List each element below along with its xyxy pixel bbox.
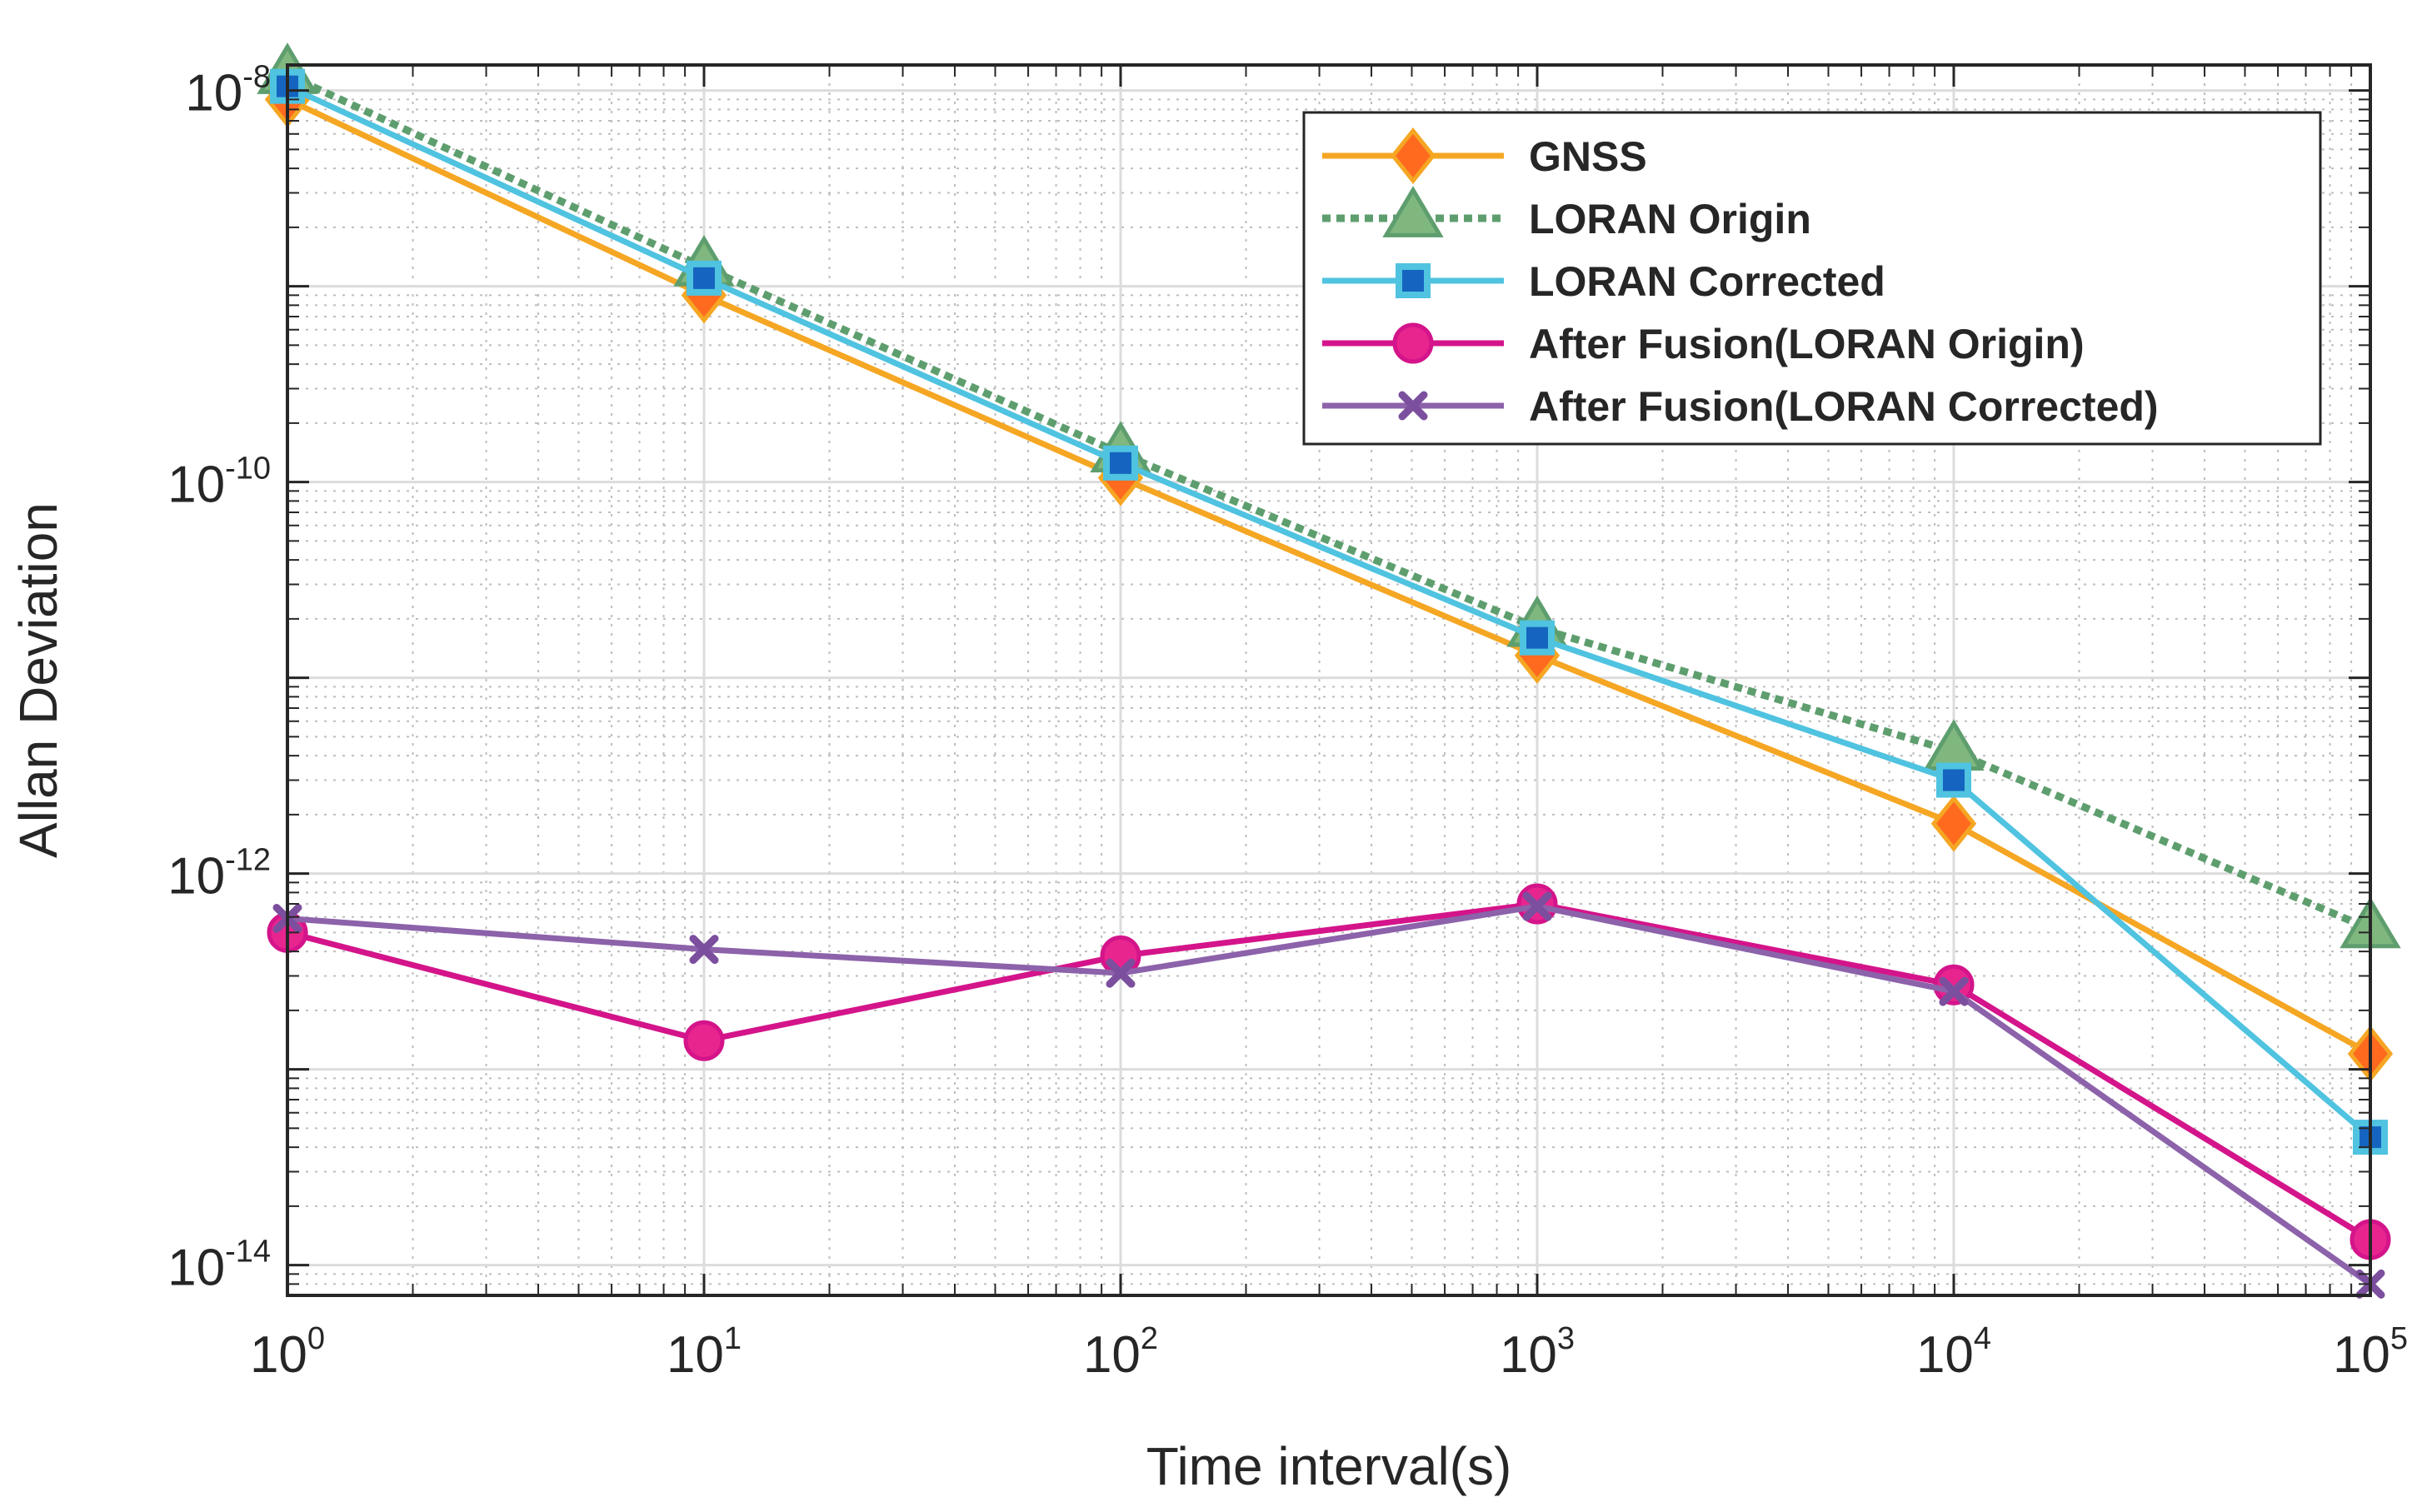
plot-frame	[286, 63, 2372, 1297]
tick-marks	[286, 65, 2372, 1296]
legend-label: GNSS	[1529, 133, 1647, 180]
x-tick-label: 100	[250, 1321, 325, 1384]
legend-entry: After Fusion(LORAN Origin)	[1322, 321, 2085, 367]
data-point	[1939, 976, 1969, 1006]
data-point	[1936, 762, 1971, 798]
series-line	[287, 901, 2372, 1242]
series-line	[286, 97, 2372, 1057]
data-point	[1106, 958, 1136, 988]
legend-entry: After Fusion(LORAN Corrected)	[1322, 383, 2159, 430]
legend-label: After Fusion(LORAN Origin)	[1529, 321, 2085, 367]
y-tick-label: 10-8	[185, 60, 271, 122]
y-tick-label: 10-10	[167, 452, 271, 514]
y-tick-label: 10-12	[167, 843, 271, 906]
legend-marker	[1396, 263, 1431, 298]
legend-label: LORAN Origin	[1529, 196, 1811, 242]
legend-label: After Fusion(LORAN Corrected)	[1529, 383, 2159, 430]
x-tick-label: 103	[1500, 1321, 1575, 1384]
y-axis-label: Allan Deviation	[8, 502, 68, 858]
legend-marker	[1392, 322, 1434, 364]
marker-stroke	[1106, 958, 1136, 988]
x-axis-label: Time interval(s)	[1146, 1436, 1512, 1496]
legend-marker	[1398, 391, 1428, 421]
marker-stroke	[689, 935, 719, 965]
series-after-fusion-loran-corrected	[272, 891, 2385, 1299]
x-tick-label: 101	[667, 1321, 742, 1384]
x-tick-label: 102	[1083, 1321, 1158, 1384]
legend-marker	[1390, 127, 1436, 185]
marker-stroke	[1398, 391, 1428, 421]
legend-entry: LORAN Origin	[1322, 186, 1811, 242]
data-point	[683, 1020, 725, 1061]
x-tick-label: 105	[2333, 1321, 2408, 1384]
legend-marker	[1382, 186, 1444, 237]
series-layer	[257, 42, 2401, 1299]
series-line	[287, 903, 2373, 1287]
marker-stroke	[1522, 891, 1552, 921]
x-tick-label: 104	[1916, 1321, 1991, 1384]
tick-labels: 100 101 102 103 104 105 10-14 10-12 10-10 10-8	[167, 60, 2408, 1384]
legend: GNSS LORAN Origin LORAN Corrected After Fus…	[1302, 111, 2322, 446]
data-point	[1520, 620, 1555, 656]
data-point	[687, 260, 722, 296]
y-tick-label: 10-14	[167, 1235, 271, 1297]
marker-stroke	[1939, 976, 1969, 1006]
legend-entry: LORAN Corrected	[1322, 258, 1885, 305]
data-point	[689, 935, 719, 965]
legend-entry: GNSS	[1322, 127, 1647, 185]
series-loran-corrected	[270, 68, 2388, 1155]
series-line	[286, 71, 2372, 933]
data-point	[1930, 795, 1977, 852]
legend-label: LORAN Corrected	[1529, 258, 1885, 305]
data-point	[1522, 891, 1552, 921]
series-line	[286, 83, 2373, 1140]
data-point	[1103, 445, 1138, 481]
